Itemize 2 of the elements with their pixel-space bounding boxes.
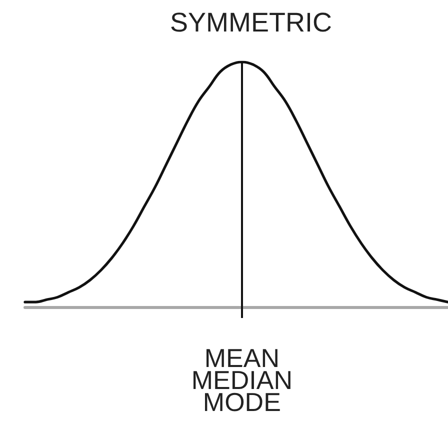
text: MEAN MEDIAN MODE: [191, 343, 292, 417]
chart-title: SYMMETRIC: [170, 8, 332, 38]
